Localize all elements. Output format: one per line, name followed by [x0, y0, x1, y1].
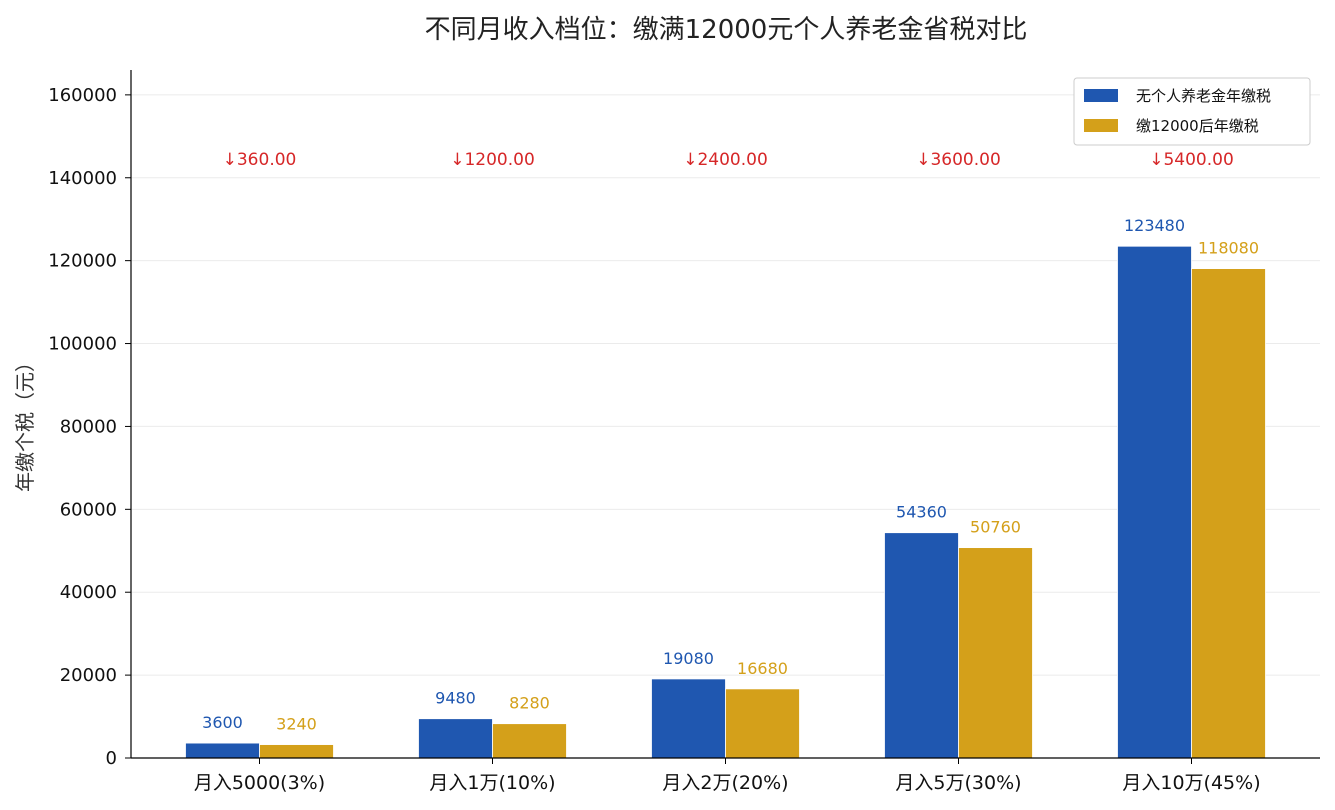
legend-label-1: 缴12000后年缴税 — [1136, 117, 1259, 135]
savings-label-2: ↓2400.00 — [683, 150, 768, 170]
y-tick-label-7: 140000 — [48, 168, 117, 189]
value-label-s1-1: 8280 — [509, 694, 550, 713]
bar-s0-1 — [418, 718, 493, 759]
y-tick-label-5: 100000 — [48, 334, 117, 355]
bar-s1-4 — [1191, 268, 1266, 759]
value-label-s0-0: 3600 — [202, 713, 243, 732]
value-label-s0-3: 54360 — [896, 503, 947, 522]
savings-label-1: ↓1200.00 — [450, 150, 535, 170]
gridlines — [131, 94, 1320, 676]
y-tick-label-3: 60000 — [60, 499, 117, 520]
bars — [185, 245, 1266, 759]
value-label-s0-4: 123480 — [1124, 216, 1185, 235]
bar-s0-3 — [884, 532, 959, 759]
y-tick-label-8: 160000 — [48, 85, 117, 106]
bar-s1-0 — [259, 744, 334, 759]
x-tick-labels: 月入5000(3%) 月入1万(10%) 月入2万(20%) 月入5万(30%) 月入1… — [194, 758, 1261, 794]
y-axis-label: 年缴个税（元） — [13, 352, 37, 492]
legend-label-0: 无个人养老金年缴税 — [1136, 87, 1271, 105]
value-label-s1-2: 16680 — [737, 659, 788, 678]
savings-label-3: ↓3600.00 — [916, 150, 1001, 170]
x-tick-label-3: 月入5万(30%) — [895, 772, 1021, 794]
value-label-s0-2: 19080 — [663, 649, 714, 668]
bar-s1-1 — [492, 723, 567, 759]
savings-label-4: ↓5400.00 — [1149, 150, 1234, 170]
bar-s0-0 — [185, 742, 260, 759]
legend-box — [1073, 77, 1311, 146]
y-tick-label-1: 20000 — [60, 665, 117, 686]
chart-title: 不同月收入档位：缴满12000元个人养老金省税对比 — [425, 15, 1028, 45]
y-tick-label-4: 80000 — [60, 416, 117, 437]
y-tick-label-6: 120000 — [48, 251, 117, 272]
y-tick-labels: 0 20000 40000 60000 80000 100000 120000 140000 1… — [48, 85, 131, 769]
y-tick-label-0: 0 — [106, 748, 117, 769]
value-label-s1-4: 118080 — [1198, 239, 1259, 258]
legend-swatch-0 — [1084, 89, 1118, 102]
value-label-s0-1: 9480 — [435, 689, 476, 708]
x-tick-label-0: 月入5000(3%) — [194, 772, 325, 794]
value-labels: 3600 9480 19080 54360 123480 3240 8280 16680 507… — [202, 216, 1259, 733]
bar-s1-2 — [725, 688, 800, 759]
x-tick-label-1: 月入1万(10%) — [429, 772, 555, 794]
value-label-s1-0: 3240 — [276, 715, 317, 734]
bar-s1-3 — [958, 547, 1033, 759]
bar-s0-2 — [651, 678, 726, 759]
x-tick-label-4: 月入10万(45%) — [1122, 772, 1260, 794]
x-tick-label-2: 月入2万(20%) — [662, 772, 788, 794]
bar-s0-4 — [1117, 245, 1192, 759]
y-tick-label-2: 40000 — [60, 582, 117, 603]
savings-label-0: ↓360.00 — [223, 150, 297, 170]
value-label-s1-3: 50760 — [970, 518, 1021, 537]
legend-swatch-1 — [1084, 119, 1118, 132]
savings-labels: ↓360.00 ↓1200.00 ↓2400.00 ↓3600.00 ↓5400.00 — [223, 150, 1234, 170]
